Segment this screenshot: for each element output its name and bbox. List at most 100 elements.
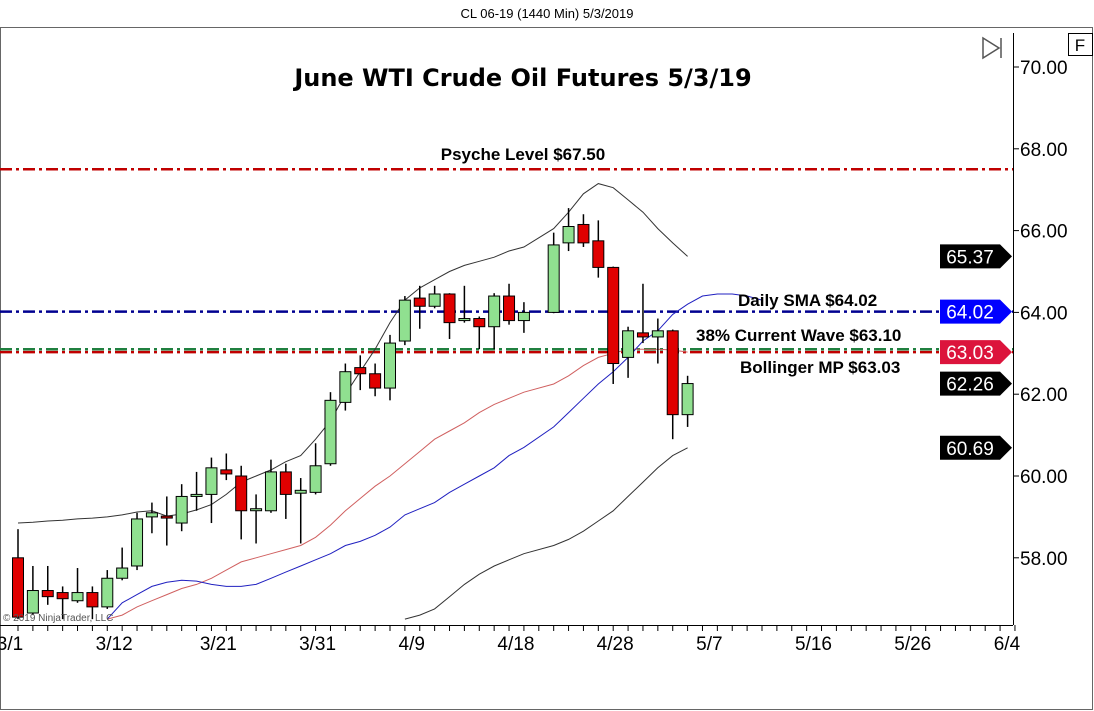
candle-body — [473, 318, 486, 328]
fit-button[interactable]: F — [1068, 33, 1093, 56]
x-tick-label: 4/9 — [399, 634, 425, 655]
candle-body — [428, 293, 441, 307]
candle — [26, 565, 39, 616]
candle-body — [622, 330, 635, 358]
candle-body — [577, 223, 590, 244]
candle — [116, 547, 129, 581]
candle-body — [369, 373, 382, 389]
chart-frame — [0, 27, 1093, 710]
candle-body — [339, 371, 352, 403]
candle-body — [86, 592, 99, 608]
candle — [354, 355, 367, 391]
candle — [636, 283, 649, 344]
candle-body — [12, 557, 24, 618]
candle — [681, 375, 694, 427]
candle — [145, 502, 158, 534]
level-label-bollinger_mp: Bollinger MP $63.03 — [740, 358, 900, 377]
candle — [428, 285, 441, 309]
series-middle_band — [107, 348, 688, 620]
candle — [309, 443, 322, 495]
y-tick-label: 58.00 — [1020, 549, 1068, 570]
x-tick-label: 3/12 — [96, 634, 133, 655]
series-lower_band — [404, 447, 688, 620]
y-tick-label: 64.00 — [1020, 303, 1068, 324]
x-tick-label: 5/16 — [795, 634, 832, 655]
price-tag: 65.37 — [940, 244, 1012, 269]
price-tag-label: 60.69 — [946, 439, 994, 460]
candle — [443, 293, 456, 339]
candle — [175, 484, 188, 532]
candle — [503, 283, 516, 325]
x-tick-label: 6/4 — [994, 634, 1021, 655]
candle — [220, 453, 233, 481]
candle — [369, 363, 382, 397]
candle — [264, 459, 277, 513]
x-tick-label: 5/26 — [894, 634, 931, 655]
level-label-wave: 38% Current Wave $63.10 — [696, 326, 901, 345]
price-tag-label: 64.02 — [946, 303, 994, 324]
series-sma — [106, 293, 763, 620]
candle — [458, 285, 471, 323]
y-tick-label: 60.00 — [1020, 467, 1068, 488]
candle — [190, 471, 203, 511]
candle — [622, 326, 635, 378]
candle — [131, 512, 144, 571]
candle — [562, 208, 575, 252]
candle-body — [309, 465, 322, 493]
candle — [71, 568, 84, 603]
candle — [577, 214, 590, 247]
candle — [294, 478, 307, 544]
candle-body — [116, 567, 129, 579]
candle-body — [41, 590, 54, 598]
candle-body — [503, 295, 516, 322]
y-tick-label: 70.00 — [1020, 58, 1068, 79]
candle-body — [145, 512, 158, 518]
candle — [324, 392, 337, 466]
candle — [384, 334, 396, 401]
candle — [547, 232, 560, 314]
scroll-to-end-button[interactable] — [982, 36, 1002, 60]
candle — [160, 496, 173, 546]
candle — [666, 329, 679, 440]
candle — [279, 463, 292, 519]
y-tick-label: 66.00 — [1020, 222, 1068, 243]
chart-title: June WTI Crude Oil Futures 5/3/19 — [292, 64, 751, 92]
candle — [12, 529, 24, 620]
candle-body — [651, 330, 664, 338]
x-tick-label: 3/1 — [0, 634, 23, 655]
y-tick-label: 68.00 — [1020, 140, 1068, 161]
price-tag-bg — [940, 340, 1012, 365]
candle — [101, 570, 114, 609]
candle-body — [250, 508, 263, 512]
candle-body — [235, 475, 248, 512]
candle-body — [666, 330, 679, 416]
copyright: © 2019 NinjaTrader, LLC — [3, 613, 113, 624]
price-tag-bg — [940, 371, 1012, 396]
candle — [56, 586, 69, 620]
price-tag-bg — [940, 435, 1012, 460]
candle — [398, 296, 411, 346]
candle-body — [488, 295, 501, 328]
y-tick-label: 62.00 — [1020, 385, 1068, 406]
candle-body — [294, 489, 307, 494]
candle — [413, 285, 426, 329]
candle-body — [547, 244, 560, 313]
candle-body — [636, 332, 649, 338]
candle — [651, 318, 664, 364]
fit-button-label: F — [1075, 36, 1085, 55]
candle — [235, 465, 248, 540]
price-tag: 62.26 — [940, 371, 1012, 396]
price-tag-bg — [940, 299, 1012, 324]
candle — [41, 565, 54, 605]
candle-body — [26, 590, 39, 614]
candle — [86, 586, 99, 620]
play-to-end-icon — [982, 36, 1002, 60]
candle-body — [205, 467, 218, 495]
candle-body — [398, 299, 411, 342]
candle-body — [101, 577, 114, 608]
candle — [250, 494, 263, 544]
candle — [488, 293, 501, 350]
candle — [339, 363, 352, 411]
price-tag-label: 65.37 — [946, 247, 994, 268]
